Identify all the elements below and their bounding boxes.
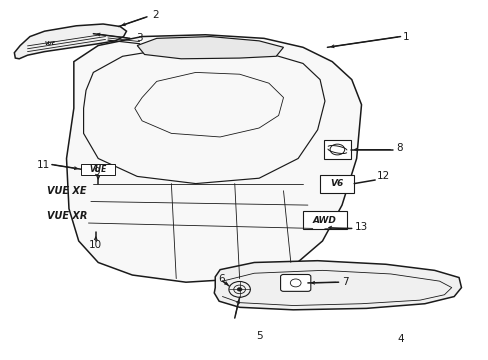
Text: 4: 4 [396, 333, 403, 343]
Circle shape [237, 288, 242, 291]
Polygon shape [214, 261, 461, 310]
Text: AWD: AWD [312, 216, 336, 225]
Text: VUE: VUE [44, 41, 56, 45]
Bar [320, 175, 353, 193]
Text: 10: 10 [89, 240, 102, 250]
Polygon shape [14, 24, 126, 59]
Bar [303, 211, 346, 229]
Bar [324, 140, 350, 159]
Text: VUE: VUE [89, 165, 107, 174]
Text: 3: 3 [136, 33, 142, 43]
Polygon shape [137, 37, 283, 59]
Polygon shape [66, 35, 361, 282]
Text: V6: V6 [330, 179, 343, 188]
Text: 12: 12 [376, 171, 389, 181]
Text: 9: 9 [93, 167, 100, 177]
Text: 5: 5 [255, 331, 262, 341]
Text: VUE XE: VUE XE [47, 186, 86, 197]
Text: 11: 11 [37, 159, 50, 170]
Text: VUE XR: VUE XR [47, 211, 87, 221]
Bar [81, 164, 115, 175]
Text: 6: 6 [218, 274, 225, 284]
Text: 2: 2 [152, 10, 158, 20]
Text: 8: 8 [396, 143, 403, 153]
FancyBboxPatch shape [280, 274, 310, 291]
Text: 1: 1 [402, 32, 409, 41]
Text: 7: 7 [341, 277, 348, 287]
Text: 13: 13 [354, 222, 367, 232]
